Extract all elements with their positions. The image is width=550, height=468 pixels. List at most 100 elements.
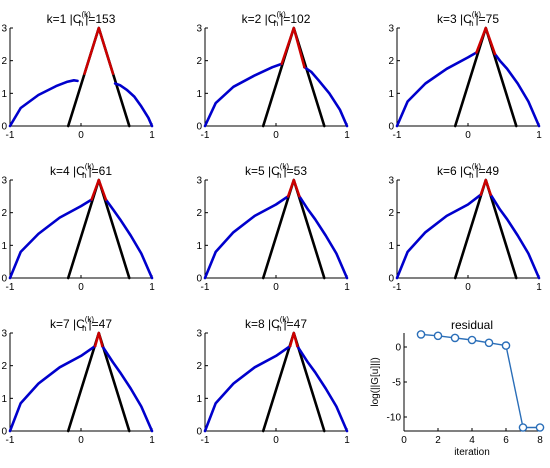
subplot-title: k=7 |C(k) h |=47 — [50, 315, 112, 333]
y-tick-label: 2 — [196, 56, 202, 67]
series-line-2 — [203, 195, 290, 280]
y-tick-label: 0 — [388, 122, 394, 133]
subplot-title: k=4 |C(k) h |=61 — [50, 162, 112, 180]
title-part: h — [82, 324, 86, 333]
x-tick-label: 1 — [344, 130, 350, 141]
series-line-2 — [203, 344, 292, 433]
x-tick-label: 0 — [465, 282, 471, 293]
y-tick-label: -10 — [387, 413, 402, 424]
title-part: |C — [261, 12, 276, 26]
x-tick-label: -1 — [201, 282, 210, 293]
x-tick-label: 2 — [435, 435, 441, 446]
x-tick-label: 1 — [344, 435, 350, 446]
x-tick-label: 0 — [273, 282, 279, 293]
title-part: (k) — [280, 162, 290, 171]
subplot-title: residual — [451, 318, 493, 332]
series-line-2 — [8, 198, 93, 280]
subplot-title: k=3 |C(k) h |=75 — [437, 10, 499, 28]
title-part: |=61 — [89, 164, 113, 178]
y-tick-label: 1 — [196, 89, 202, 100]
x-tick-label: -1 — [6, 282, 15, 293]
x-tick-label: 1 — [536, 130, 542, 141]
y-tick-label: 2 — [1, 56, 7, 67]
data-point — [433, 331, 443, 341]
series-line-1 — [261, 178, 326, 280]
title-part: |=49 — [476, 164, 500, 178]
y-tick-label: 3 — [196, 329, 202, 340]
title-part: |C — [265, 317, 280, 331]
series-line-4 — [83, 26, 115, 75]
title-part: k=8 — [245, 317, 265, 331]
title-part: h — [277, 324, 281, 333]
title-part: (k) — [276, 10, 286, 19]
subplot-title: k=8 |C(k) h |=47 — [245, 315, 307, 333]
y-tick-label: 3 — [1, 176, 7, 187]
series-line-1 — [453, 26, 518, 128]
y-tick-label: 3 — [1, 329, 7, 340]
title-part: |=47 — [284, 317, 308, 331]
title-part: |=153 — [85, 12, 115, 26]
y-tick-label: 1 — [1, 241, 7, 252]
y-tick-label: 0 — [196, 427, 202, 438]
title-part: k=2 — [242, 12, 262, 26]
data-point — [501, 341, 511, 350]
title-part: (k) — [81, 10, 91, 19]
title-part: k=5 — [245, 164, 265, 178]
title-part: h — [469, 171, 473, 180]
y-tick-label: 3 — [388, 176, 394, 187]
title-part: |C — [265, 164, 280, 178]
y-tick-label: 2 — [196, 361, 202, 372]
title-part: k=7 — [50, 317, 70, 331]
series-line-4 — [280, 26, 306, 69]
y-tick-label: 1 — [196, 394, 202, 405]
y-tick-label: -5 — [392, 378, 401, 389]
title-part: k=4 — [50, 164, 70, 178]
y-tick-label: 3 — [1, 24, 7, 35]
x-tick-label: 1 — [536, 282, 542, 293]
subplot-title: k=5 |C(k) h |=53 — [245, 162, 307, 180]
y-tick-label: 1 — [1, 394, 7, 405]
y-tick-label: 1 — [196, 241, 202, 252]
subplot-title: k=6 |C(k) h |=49 — [437, 162, 499, 180]
y-tick-label: 3 — [196, 24, 202, 35]
subplot-title: k=1 |C(k) h |=153 — [47, 10, 116, 28]
series-line-2 — [8, 79, 79, 128]
series-line-1 — [261, 331, 326, 433]
x-tick-label: 1 — [344, 282, 350, 293]
x-tick-label: -1 — [201, 130, 210, 141]
series-line-4 — [475, 26, 497, 56]
title-part: |C — [66, 12, 81, 26]
title-part: |C — [457, 164, 472, 178]
title-part: h — [274, 19, 278, 28]
series-line-4 — [479, 178, 492, 196]
title-part: |=102 — [280, 12, 310, 26]
y-tick-label: 0 — [1, 274, 7, 285]
series-line-3 — [303, 65, 349, 128]
data-point — [450, 333, 460, 343]
title-part: |C — [70, 164, 85, 178]
y-tick-label: 0 — [388, 274, 394, 285]
series-line-1 — [66, 331, 131, 433]
x-tick-label: -1 — [393, 130, 402, 141]
series-line-3 — [295, 344, 349, 433]
x-tick-label: 1 — [149, 435, 155, 446]
series-line-4 — [288, 331, 299, 348]
y-tick-label: 3 — [388, 24, 394, 35]
x-tick-label: 4 — [469, 435, 475, 446]
title-part: |=75 — [476, 12, 500, 26]
series-line-4 — [286, 178, 301, 198]
series-line-4 — [93, 331, 104, 348]
series-line-1 — [66, 26, 131, 128]
y-tick-label: 2 — [1, 361, 7, 372]
title-part: h — [277, 171, 281, 180]
title-part: k=3 — [437, 12, 457, 26]
x-tick-label: 8 — [537, 435, 543, 446]
title-part: |=47 — [89, 317, 113, 331]
x-tick-label: 1 — [149, 130, 155, 141]
x-tick-label: 0 — [401, 435, 407, 446]
x-tick-label: 0 — [78, 130, 84, 141]
title-part: |C — [70, 317, 85, 331]
